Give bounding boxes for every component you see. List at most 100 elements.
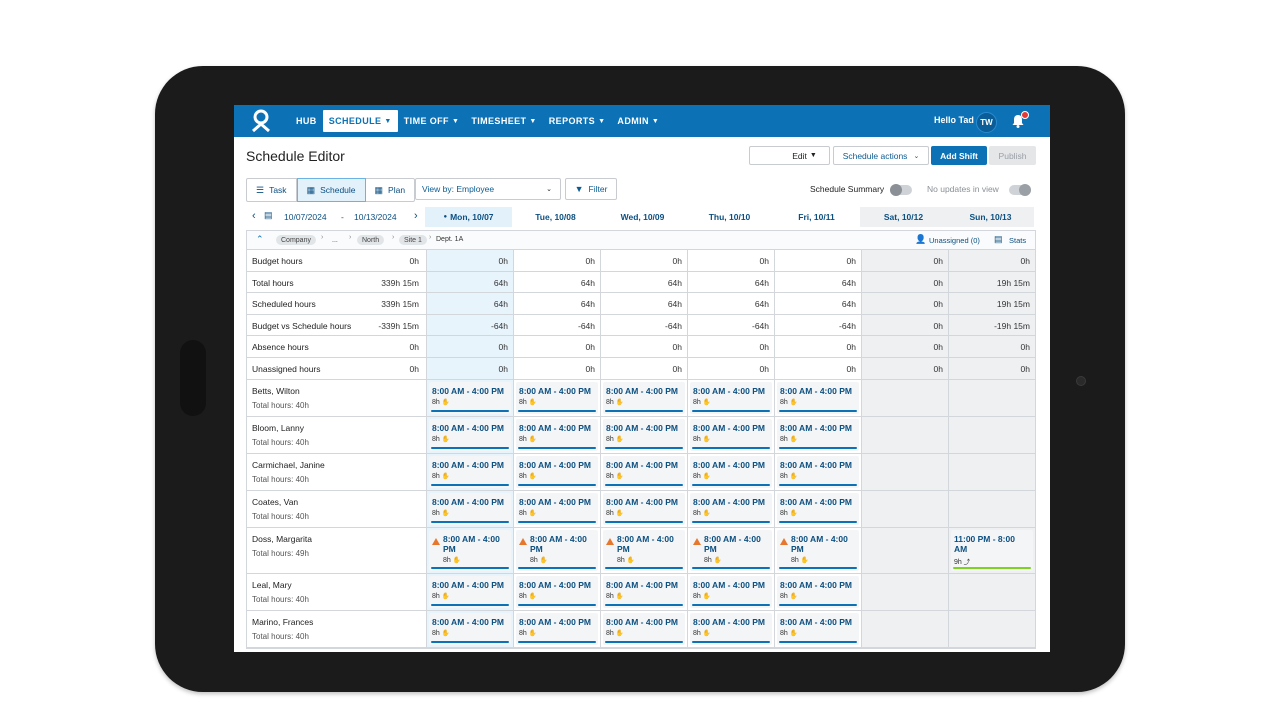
view-schedule-button[interactable]: ▦ Schedule — [296, 178, 366, 202]
edit-dropdown[interactable]: Edit ▼ — [749, 146, 830, 165]
day-header[interactable]: Thu, 10/10 — [686, 207, 773, 227]
shift-card[interactable]: 8:00 AM - 4:00 PM 8h ✋ — [516, 418, 598, 451]
day-cell[interactable] — [861, 490, 948, 527]
day-cell[interactable] — [948, 416, 1035, 453]
shift-card[interactable]: 8:00 AM - 4:00 PM 8h ✋ — [429, 381, 511, 414]
shift-card[interactable]: 8:00 AM - 4:00 PM 8h ✋ — [516, 381, 598, 414]
bell-icon[interactable] — [1010, 113, 1026, 129]
day-cell[interactable]: 8:00 AM - 4:00 PM 8h ✋ — [513, 527, 600, 573]
next-week-icon[interactable]: › — [414, 210, 418, 222]
shift-card[interactable]: 8:00 AM - 4:00 PM 8h ✋ — [777, 381, 859, 414]
shift-card[interactable]: 8:00 AM - 4:00 PM 8h ✋ — [603, 612, 685, 645]
shift-card[interactable]: 8:00 AM - 4:00 PM 8h ✋ — [690, 529, 772, 571]
stats-link[interactable]: Stats — [1009, 236, 1027, 245]
day-cell[interactable] — [861, 379, 948, 416]
day-cell[interactable] — [861, 573, 948, 610]
shift-card[interactable]: 8:00 AM - 4:00 PM 8h ✋ — [429, 529, 511, 571]
day-cell[interactable]: 8:00 AM - 4:00 PM 8h ✋ — [426, 610, 513, 647]
nav-item-hub[interactable]: HUB — [290, 110, 323, 132]
day-header[interactable]: Sat, 10/12 — [860, 207, 947, 227]
employee-name[interactable]: Doss, Margarita — [252, 533, 312, 544]
shift-card[interactable]: 8:00 AM - 4:00 PM 8h ✋ — [516, 455, 598, 488]
shift-card[interactable]: 8:00 AM - 4:00 PM 8h ✋ — [429, 575, 511, 608]
day-cell[interactable] — [861, 453, 948, 490]
view-plan-button[interactable]: ▦ Plan — [366, 179, 415, 201]
day-cell[interactable]: 8:00 AM - 4:00 PM 8h ✋ — [600, 527, 687, 573]
shift-card[interactable]: 8:00 AM - 4:00 PM 8h ✋ — [429, 455, 511, 488]
schedule-summary-toggle[interactable] — [890, 184, 912, 196]
day-cell[interactable]: 8:00 AM - 4:00 PM 8h ✋ — [687, 610, 774, 647]
filter-button[interactable]: ▼ Filter — [565, 178, 617, 200]
day-header[interactable]: Wed, 10/09 — [599, 207, 686, 227]
day-cell[interactable]: 11:00 PM - 8:00 AM 9h ⤴ — [948, 527, 1035, 573]
shift-card[interactable]: 8:00 AM - 4:00 PM 8h ✋ — [690, 418, 772, 451]
nav-item-reports[interactable]: REPORTS ▼ — [543, 110, 612, 132]
shift-card[interactable]: 8:00 AM - 4:00 PM 8h ✋ — [603, 381, 685, 414]
unassigned-link[interactable]: Unassigned (0) — [929, 236, 980, 245]
day-cell[interactable] — [948, 490, 1035, 527]
start-date[interactable]: 10/07/2024 — [284, 212, 327, 222]
day-cell[interactable]: 8:00 AM - 4:00 PM 8h ✋ — [600, 379, 687, 416]
day-cell[interactable]: 8:00 AM - 4:00 PM 8h ✋ — [774, 379, 861, 416]
day-cell[interactable]: 8:00 AM - 4:00 PM 8h ✋ — [600, 573, 687, 610]
day-cell[interactable]: 8:00 AM - 4:00 PM 8h ✋ — [600, 490, 687, 527]
day-cell[interactable]: 8:00 AM - 4:00 PM 8h ✋ — [426, 490, 513, 527]
day-cell[interactable]: 8:00 AM - 4:00 PM 8h ✋ — [426, 379, 513, 416]
shift-card[interactable]: 8:00 AM - 4:00 PM 8h ✋ — [603, 575, 685, 608]
shift-card[interactable]: 8:00 AM - 4:00 PM 8h ✋ — [777, 492, 859, 525]
nav-item-timesheet[interactable]: TIMESHEET ▼ — [465, 110, 542, 132]
previous-week-icon[interactable]: ‹ — [252, 210, 256, 222]
shift-card[interactable]: 8:00 AM - 4:00 PM 8h ✋ — [777, 455, 859, 488]
breadcrumb-ellipsis[interactable]: ... — [332, 236, 338, 244]
day-cell[interactable]: 8:00 AM - 4:00 PM 8h ✋ — [687, 453, 774, 490]
shift-card[interactable]: 8:00 AM - 4:00 PM 8h ✋ — [603, 492, 685, 525]
shift-card[interactable]: 8:00 AM - 4:00 PM 8h ✋ — [777, 418, 859, 451]
shift-card[interactable]: 8:00 AM - 4:00 PM 8h ✋ — [429, 612, 511, 645]
day-cell[interactable]: 8:00 AM - 4:00 PM 8h ✋ — [774, 453, 861, 490]
day-cell[interactable]: 8:00 AM - 4:00 PM 8h ✋ — [426, 527, 513, 573]
day-cell[interactable]: 8:00 AM - 4:00 PM 8h ✋ — [513, 379, 600, 416]
day-cell[interactable] — [948, 379, 1035, 416]
employee-name[interactable]: Coates, Van — [252, 496, 299, 507]
shift-card[interactable]: 8:00 AM - 4:00 PM 8h ✋ — [690, 455, 772, 488]
breadcrumb-north[interactable]: North — [357, 235, 385, 245]
shift-card[interactable]: 8:00 AM - 4:00 PM 8h ✋ — [777, 529, 859, 571]
view-task-button[interactable]: ☰ Task — [247, 179, 297, 201]
breadcrumb-company[interactable]: Company — [276, 235, 316, 245]
shift-card[interactable]: 8:00 AM - 4:00 PM 8h ✋ — [429, 492, 511, 525]
shift-card[interactable]: 8:00 AM - 4:00 PM 8h ✋ — [690, 381, 772, 414]
day-cell[interactable]: 8:00 AM - 4:00 PM 8h ✋ — [687, 527, 774, 573]
shift-card[interactable]: 8:00 AM - 4:00 PM 8h ✋ — [516, 612, 598, 645]
day-header[interactable]: Fri, 10/11 — [773, 207, 860, 227]
day-cell[interactable]: 8:00 AM - 4:00 PM 8h ✋ — [426, 416, 513, 453]
employee-name[interactable]: Betts, Wilton — [252, 385, 300, 396]
shift-card[interactable]: 8:00 AM - 4:00 PM 8h ✋ — [690, 492, 772, 525]
day-cell[interactable] — [948, 573, 1035, 610]
day-cell[interactable]: 8:00 AM - 4:00 PM 8h ✋ — [513, 416, 600, 453]
nav-item-admin[interactable]: ADMIN ▼ — [611, 110, 665, 132]
day-cell[interactable]: 8:00 AM - 4:00 PM 8h ✋ — [774, 416, 861, 453]
publish-button[interactable]: Publish — [989, 146, 1036, 165]
employee-name[interactable]: Bloom, Lanny — [252, 422, 304, 433]
day-header[interactable]: ● Mon, 10/07 — [425, 207, 512, 227]
day-header[interactable]: Sun, 10/13 — [947, 207, 1034, 227]
day-cell[interactable]: 8:00 AM - 4:00 PM 8h ✋ — [687, 573, 774, 610]
day-cell[interactable]: 8:00 AM - 4:00 PM 8h ✋ — [426, 453, 513, 490]
shift-card[interactable]: 8:00 AM - 4:00 PM 8h ✋ — [777, 612, 859, 645]
add-shift-button[interactable]: Add Shift — [931, 146, 987, 165]
avatar[interactable]: TW — [976, 112, 997, 133]
day-cell[interactable]: 8:00 AM - 4:00 PM 8h ✋ — [774, 490, 861, 527]
day-cell[interactable] — [948, 610, 1035, 647]
day-cell[interactable]: 8:00 AM - 4:00 PM 8h ✋ — [687, 490, 774, 527]
brand-logo-icon[interactable] — [250, 109, 272, 133]
shift-card[interactable]: 8:00 AM - 4:00 PM 8h ✋ — [690, 612, 772, 645]
shift-card[interactable]: 11:00 PM - 8:00 AM 9h ⤴ — [951, 529, 1033, 571]
shift-card[interactable]: 8:00 AM - 4:00 PM 8h ✋ — [429, 418, 511, 451]
breadcrumb-site[interactable]: Site 1 — [399, 235, 427, 245]
day-cell[interactable]: 8:00 AM - 4:00 PM 8h ✋ — [774, 573, 861, 610]
day-cell[interactable]: 8:00 AM - 4:00 PM 8h ✋ — [774, 527, 861, 573]
no-updates-toggle[interactable] — [1009, 184, 1031, 196]
shift-card[interactable]: 8:00 AM - 4:00 PM 8h ✋ — [603, 529, 685, 571]
day-cell[interactable] — [861, 416, 948, 453]
day-cell[interactable]: 8:00 AM - 4:00 PM 8h ✋ — [600, 416, 687, 453]
